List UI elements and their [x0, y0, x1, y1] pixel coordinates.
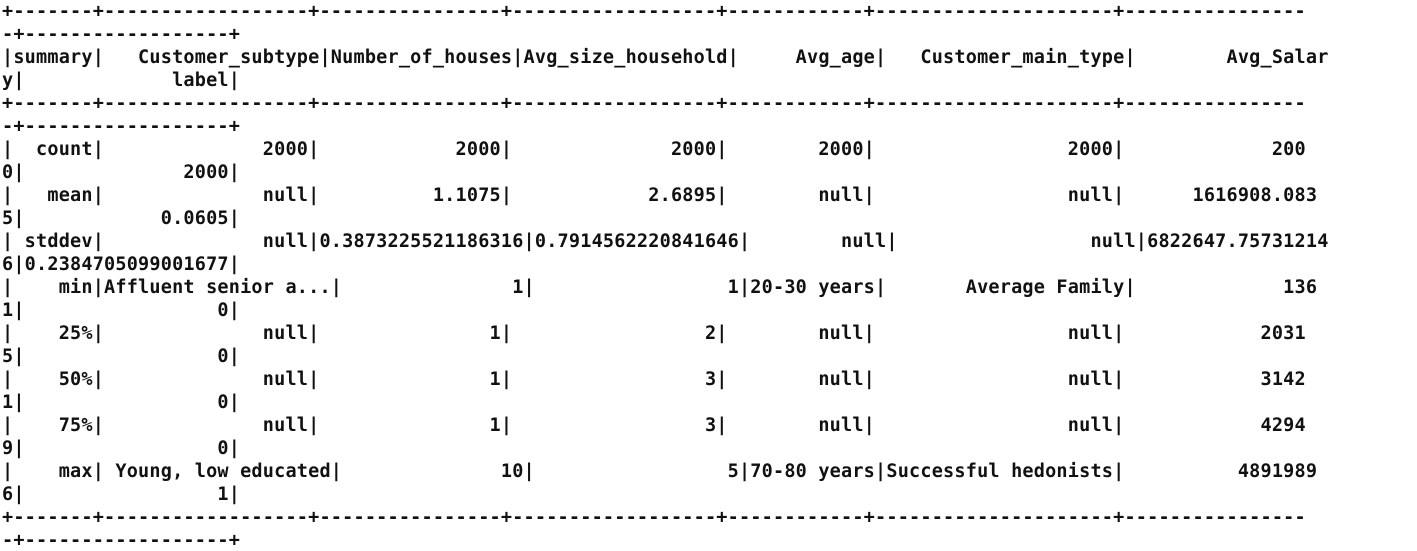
table-header-row-wrap: y| label|	[2, 70, 241, 91]
table-row-stddev-wrap: 6|0.2384705099001677|	[2, 254, 241, 275]
table-row-50pct-wrap: 1| 0|	[2, 392, 241, 413]
table-row-mean: | mean| null| 1.1075| 2.6895| null| null…	[2, 185, 1318, 206]
table-row-max: | max| Young, low educated| 10| 5|70-80 …	[2, 461, 1318, 482]
table-row-min: | min|Affluent senior a...| 1| 1|20-30 y…	[2, 277, 1318, 298]
table-row-stddev: | stddev| null|0.3873225521186316|0.7914…	[2, 231, 1329, 252]
table-header-row: |summary| Customer_subtype|Number_of_hou…	[2, 47, 1329, 68]
table-row-50pct: | 50%| null| 1| 3| null| null| 3142	[2, 369, 1306, 390]
table-border-bottom: +-------+------------------+------------…	[2, 507, 1306, 528]
table-row-count-wrap: 0| 2000|	[2, 162, 241, 183]
table-row-75pct: | 75%| null| 1| 3| null| null| 4294	[2, 415, 1306, 436]
table-row-min-wrap: 1| 0|	[2, 300, 241, 321]
table-row-max-wrap: 6| 1|	[2, 484, 241, 505]
table-row-mean-wrap: 5| 0.0605|	[2, 208, 241, 229]
table-row-75pct-wrap: 9| 0|	[2, 438, 241, 459]
table-row-count: | count| 2000| 2000| 2000| 2000| 2000| 2…	[2, 139, 1306, 160]
table-header-separator-wrap: -+------------------+	[2, 116, 241, 137]
table-row-25pct-wrap: 5| 0|	[2, 346, 241, 367]
table-row-25pct: | 25%| null| 1| 2| null| null| 2031	[2, 323, 1306, 344]
table-header-separator: +-------+------------------+------------…	[2, 93, 1306, 114]
table-border-top: +-------+------------------+------------…	[2, 1, 1306, 22]
table-border-bottom-wrap: -+------------------+	[2, 530, 241, 551]
table-border-top-wrap: -+------------------+	[2, 24, 241, 45]
